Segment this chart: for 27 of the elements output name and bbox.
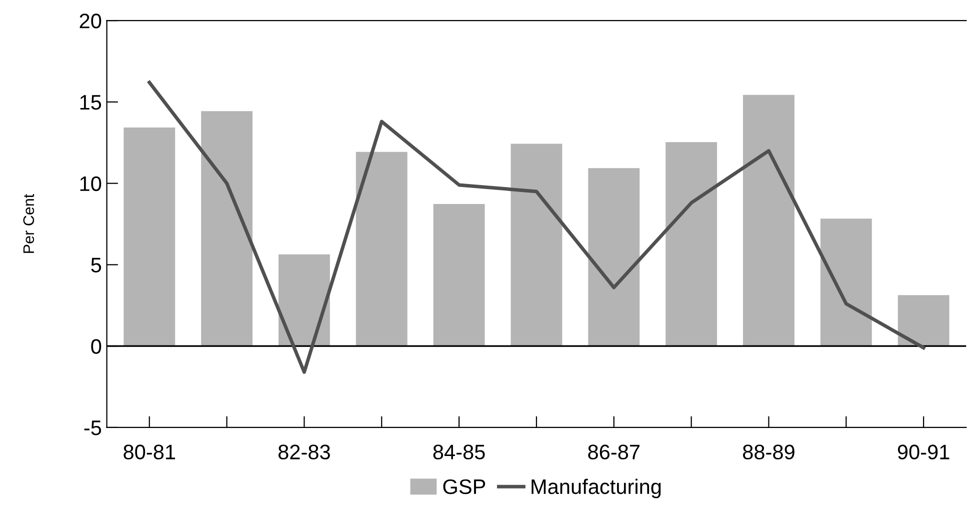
x-tick-label: 86-87 <box>588 444 640 460</box>
bar <box>124 127 176 347</box>
bar <box>356 152 408 347</box>
x-tick-label: 82-83 <box>278 444 330 460</box>
y-axis-title: Per Cent <box>23 194 34 253</box>
y-tick-label: 5 <box>91 258 102 272</box>
y-tick-label: 10 <box>80 176 102 192</box>
bar <box>820 218 872 347</box>
y-tick-label: -5 <box>84 420 102 436</box>
bar <box>743 94 794 347</box>
x-tick-label: 88-89 <box>742 444 794 460</box>
legend-label: Manufacturing <box>532 478 661 498</box>
bar <box>898 295 950 347</box>
bar <box>588 168 640 347</box>
bar <box>666 142 718 347</box>
bar <box>201 111 253 347</box>
y-tick-label: 0 <box>91 339 102 354</box>
bar <box>278 254 330 347</box>
y-tick-label: 15 <box>80 95 102 110</box>
bar <box>510 144 562 347</box>
legend-label: GSP <box>443 479 486 494</box>
line-series <box>148 80 926 374</box>
x-tick-label: 90-91 <box>898 444 950 460</box>
y-tick-label: 20 <box>80 14 102 28</box>
x-tick-label: 84-85 <box>433 444 485 460</box>
bar <box>433 204 485 347</box>
x-tick-label: 80-81 <box>124 444 176 460</box>
